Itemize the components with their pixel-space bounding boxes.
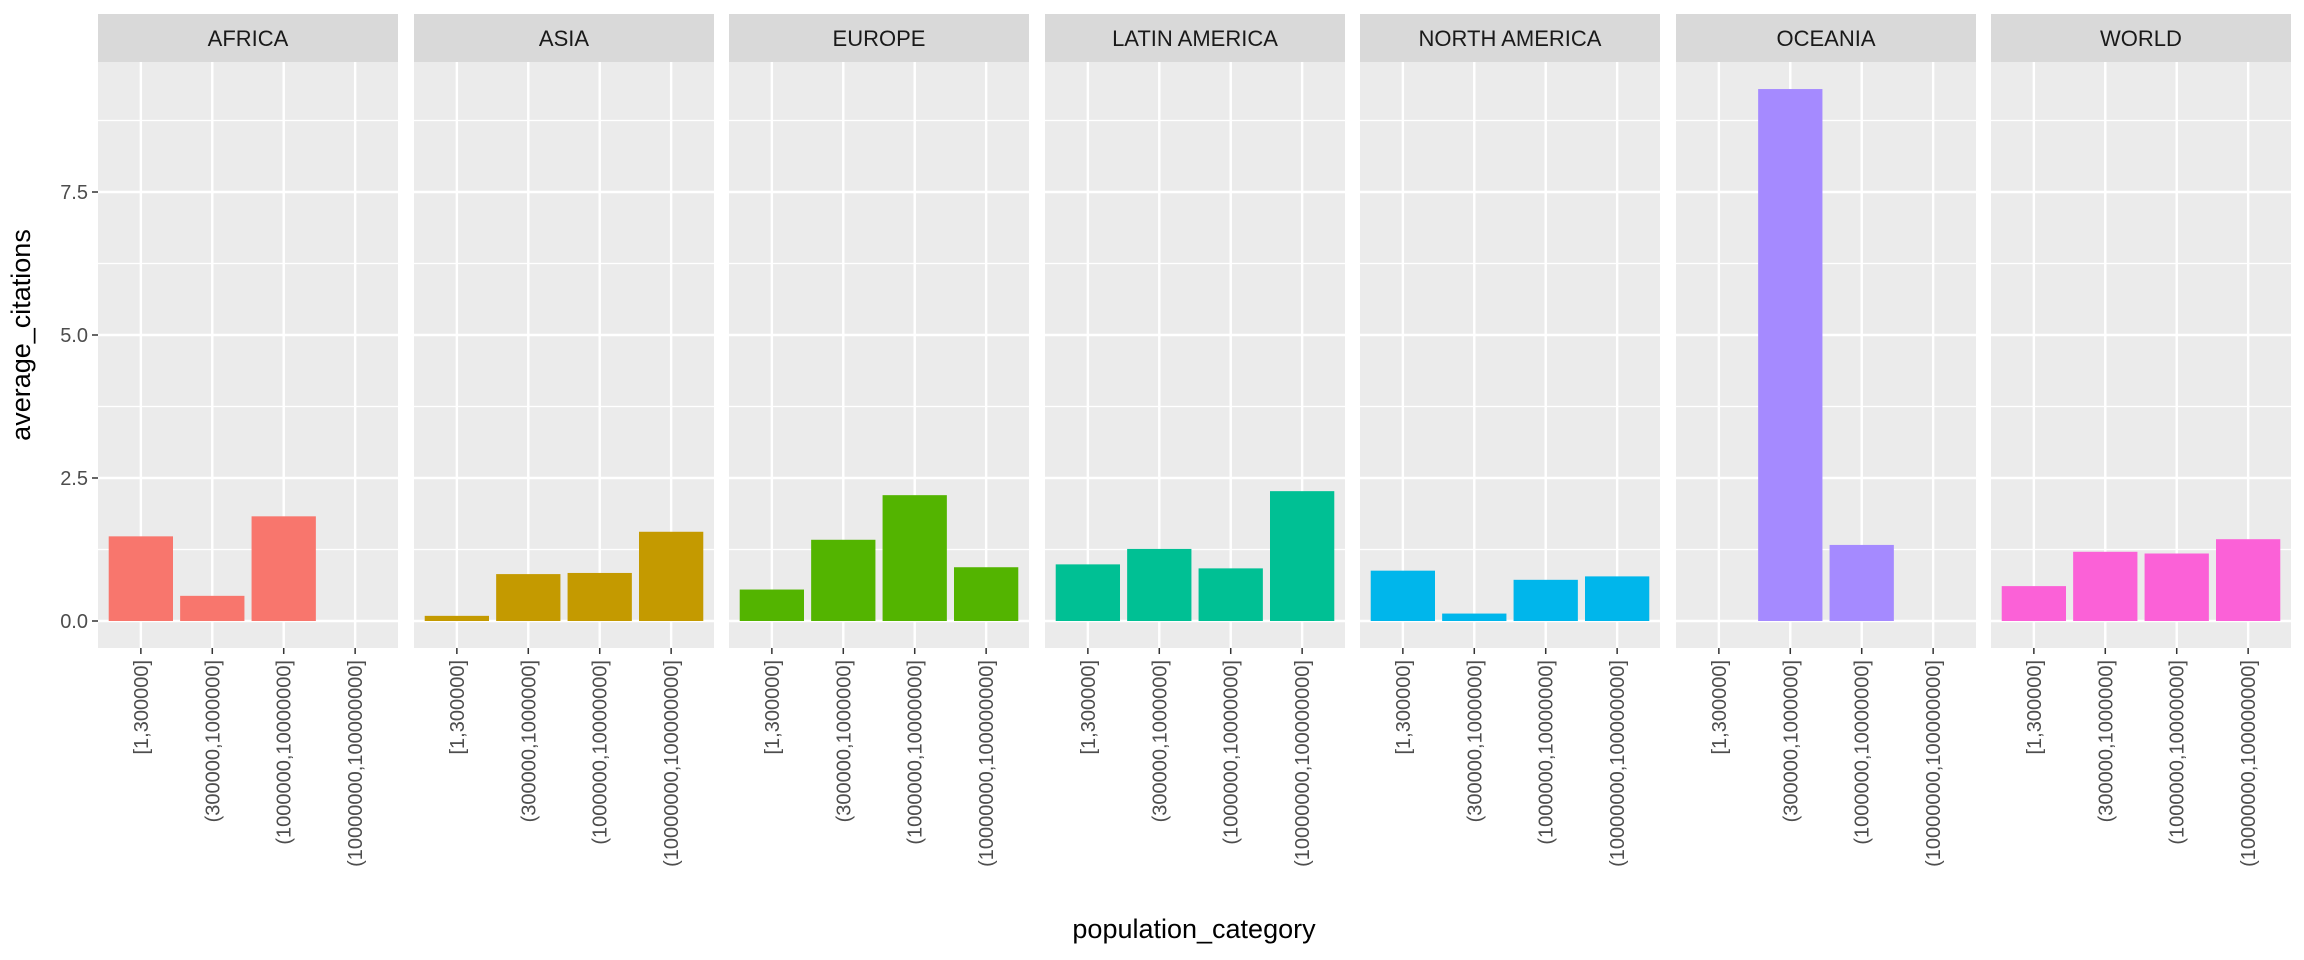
y-tick-label: 0.0: [60, 611, 88, 633]
bar: [1829, 544, 1894, 621]
facet-strip-label: AFRICA: [208, 26, 289, 51]
bar: [1585, 576, 1650, 621]
x-tick-label: (10000000,100000000]: [976, 660, 998, 867]
facet-europe: EUROPE [1,300000] (300000,1000000] (1000000…: [729, 14, 1029, 867]
bar: [811, 539, 876, 621]
x-tick-label: (300000,1000000]: [1464, 660, 1486, 822]
x-tick-label: [1,300000]: [1709, 660, 1731, 755]
x-tick-label: (10000000,100000000]: [1292, 660, 1314, 867]
facet-strip-label: OCEANIA: [1776, 26, 1875, 51]
bar: [1055, 564, 1120, 621]
x-tick-label: [1,300000]: [1393, 660, 1415, 755]
facet-strip: [1045, 14, 1345, 62]
x-tick-label: (1000000,10000000]: [1221, 660, 1243, 845]
bar: [2216, 539, 2281, 621]
bar: [2073, 551, 2138, 621]
x-tick-label: (1000000,10000000]: [905, 660, 927, 845]
bar: [1442, 613, 1507, 621]
facet-strip-label: EUROPE: [833, 26, 926, 51]
facet-strip-label: WORLD: [2100, 26, 2182, 51]
x-tick-label: (1000000,10000000]: [1852, 660, 1874, 845]
x-tick-label: (300000,1000000]: [1149, 660, 1171, 822]
x-tick-label: (10000000,100000000]: [1607, 660, 1629, 867]
bar: [251, 516, 316, 621]
bar: [1370, 570, 1435, 621]
bar: [2144, 553, 2209, 621]
x-tick-label: [1,300000]: [762, 660, 784, 755]
x-tick-label: [1,300000]: [131, 660, 153, 755]
facet-panels: AFRICA [1,300000] (300000,1000000] (1000000…: [98, 14, 2291, 867]
facet-panel-background: [729, 62, 1029, 648]
x-tick-label: (300000,1000000]: [1780, 660, 1802, 822]
facet-strip: [1991, 14, 2291, 62]
facet-strip: [1360, 14, 1660, 62]
bar: [180, 595, 245, 621]
bar: [739, 589, 804, 621]
facet-strip: [414, 14, 714, 62]
bar: [954, 567, 1019, 621]
facet-world: WORLD [1,300000] (300000,1000000] (1000000,…: [1991, 14, 2291, 867]
x-tick-label: (300000,1000000]: [518, 660, 540, 822]
facet-strip: [729, 14, 1029, 62]
bar: [2001, 586, 2066, 621]
x-tick-label: (1000000,10000000]: [274, 660, 296, 845]
bar: [424, 615, 489, 621]
bar: [1758, 89, 1823, 622]
y-tick-label: 5.0: [60, 325, 88, 347]
facet-strip: [1676, 14, 1976, 62]
y-tick-label: 2.5: [60, 468, 88, 490]
y-axis: 0.0 2.5 5.0 7.5: [60, 182, 98, 633]
facet-strip-label: NORTH AMERICA: [1419, 26, 1602, 51]
bar: [639, 531, 704, 621]
bar: [1198, 568, 1263, 621]
x-tick-label: [1,300000]: [447, 660, 469, 755]
bar: [1513, 579, 1578, 621]
x-tick-label: (10000000,100000000]: [2238, 660, 2260, 867]
facet-strip-label: ASIA: [539, 26, 589, 51]
bar: [108, 536, 173, 621]
x-tick-label: (10000000,100000000]: [1923, 660, 1945, 867]
x-tick-label: (300000,1000000]: [2095, 660, 2117, 822]
facet-north-america: NORTH AMERICA [1,300000] (300000,1000000] (…: [1360, 14, 1660, 867]
x-tick-label: (1000000,10000000]: [2167, 660, 2189, 845]
x-tick-label: (10000000,100000000]: [345, 660, 367, 867]
facet-asia: ASIA [1,300000] (300000,1000000] (1000000,1…: [414, 14, 714, 867]
facet-strip-label: LATIN AMERICA: [1112, 26, 1278, 51]
x-tick-label: (300000,1000000]: [202, 660, 224, 822]
y-axis-title: average_citations: [6, 229, 36, 441]
x-tick-label: (10000000,100000000]: [661, 660, 683, 867]
bar: [882, 495, 947, 621]
x-axis-title: population_category: [1072, 914, 1316, 944]
facet-oceania: OCEANIA [1,300000] (300000,1000000] (100000…: [1676, 14, 1976, 867]
x-tick-label: (1000000,10000000]: [1536, 660, 1558, 845]
bar: [567, 572, 632, 621]
facet-panel-background: [1676, 62, 1976, 648]
bar: [1127, 548, 1192, 621]
bar: [496, 574, 561, 621]
facet-latin-america: LATIN AMERICA [1,300000] (300000,1000000] (…: [1045, 14, 1345, 867]
x-tick-label: [1,300000]: [1078, 660, 1100, 755]
x-tick-label: (300000,1000000]: [833, 660, 855, 822]
bar: [1270, 491, 1335, 621]
facet-strip: [98, 14, 398, 62]
facet-africa: AFRICA [1,300000] (300000,1000000] (1000000…: [98, 14, 398, 867]
y-tick-label: 7.5: [60, 182, 88, 204]
x-tick-label: [1,300000]: [2024, 660, 2046, 755]
facet-panel-background: [1360, 62, 1660, 648]
x-tick-label: (1000000,10000000]: [590, 660, 612, 845]
